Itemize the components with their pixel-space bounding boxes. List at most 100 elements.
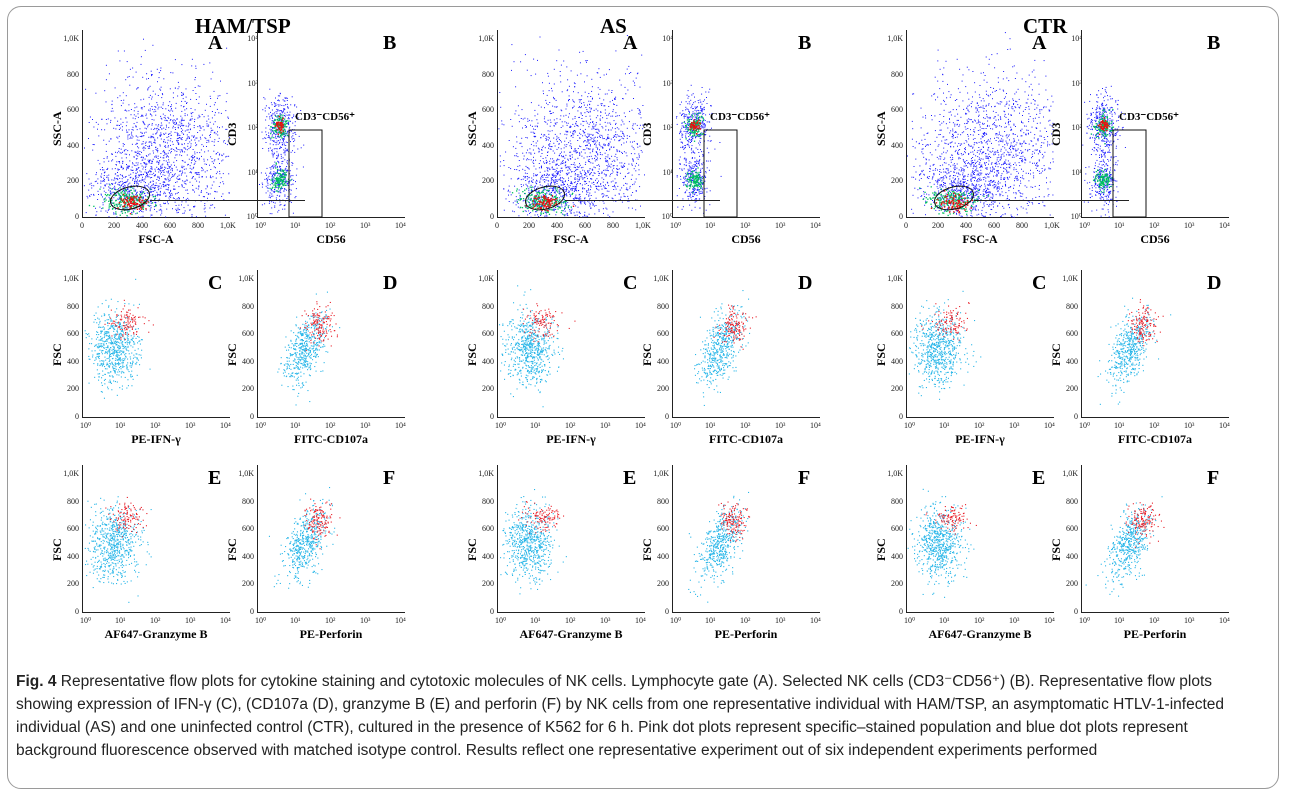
event-dot <box>146 132 147 133</box>
event-dot <box>290 355 291 356</box>
event-dot <box>314 336 315 337</box>
event-dot <box>160 125 161 126</box>
event-dot <box>112 358 113 359</box>
event-dot <box>115 338 116 339</box>
event-dot <box>112 346 113 347</box>
event-dot <box>202 176 203 177</box>
event-dot <box>192 177 193 178</box>
event-dot <box>283 118 284 119</box>
event-dot <box>109 216 110 217</box>
event-dot <box>134 156 135 157</box>
event-dot <box>137 122 138 123</box>
event-dot <box>208 141 209 142</box>
event-dot <box>130 542 131 543</box>
y-axis-label: FSC <box>50 343 65 366</box>
event-dot <box>122 362 123 363</box>
event-dot <box>101 363 102 364</box>
event-dot <box>97 568 98 569</box>
event-dot <box>306 334 307 335</box>
event-dot <box>108 319 109 320</box>
event-dot <box>102 375 103 376</box>
event-dot <box>102 553 103 554</box>
event-dot <box>281 105 282 106</box>
event-dot <box>149 170 150 171</box>
event-dot <box>168 147 169 148</box>
event-dot <box>314 313 315 314</box>
event-dot <box>316 325 317 326</box>
event-dot <box>271 207 272 208</box>
event-dot <box>280 190 281 191</box>
event-dot <box>181 101 182 102</box>
event-dot <box>280 192 281 193</box>
event-dot <box>285 169 286 170</box>
event-dot <box>105 560 106 561</box>
event-dot <box>266 192 267 193</box>
event-dot <box>138 147 139 148</box>
event-dot <box>280 168 281 169</box>
event-dot <box>134 559 135 560</box>
event-dot <box>315 321 316 322</box>
event-dot <box>128 547 129 548</box>
event-dot <box>138 167 139 168</box>
event-dot <box>311 316 312 317</box>
event-dot <box>316 319 317 320</box>
event-dot <box>110 343 111 344</box>
event-dot <box>123 346 124 347</box>
event-dot <box>155 204 156 205</box>
event-dot <box>268 125 269 126</box>
event-dot <box>116 544 117 545</box>
event-dot <box>123 206 124 207</box>
event-dot <box>117 332 118 333</box>
event-dot <box>183 134 184 135</box>
event-dot <box>304 358 305 359</box>
event-dot <box>89 184 90 185</box>
event-dot <box>278 155 279 156</box>
event-dot <box>216 153 217 154</box>
event-dot <box>174 165 175 166</box>
event-dot <box>297 352 298 353</box>
event-dot <box>275 167 276 168</box>
event-dot <box>274 205 275 206</box>
event-dot <box>284 125 285 126</box>
x-tick-label: 10³ <box>360 421 370 430</box>
event-dot <box>222 126 223 127</box>
event-dot <box>275 137 276 138</box>
event-dot <box>141 191 142 192</box>
event-dot <box>176 148 177 149</box>
event-dot <box>120 326 121 327</box>
event-dot <box>207 198 208 199</box>
event-dot <box>163 155 164 156</box>
event-dot <box>109 367 110 368</box>
event-dot <box>212 161 213 162</box>
event-dot <box>143 191 144 192</box>
event-dot <box>208 119 209 120</box>
event-dot <box>151 106 152 107</box>
event-dot <box>205 208 206 209</box>
event-dot <box>205 164 206 165</box>
event-dot <box>121 100 122 101</box>
x-tick-label: 0 <box>80 221 84 230</box>
event-dot <box>156 162 157 163</box>
event-dot <box>108 347 109 348</box>
event-dot <box>147 192 148 193</box>
event-dot <box>96 528 97 529</box>
event-dot <box>126 164 127 165</box>
event-dot <box>162 170 163 171</box>
event-dot <box>178 149 179 150</box>
event-dot <box>92 537 93 538</box>
event-dot <box>114 371 115 372</box>
event-dot <box>129 191 130 192</box>
event-dot <box>103 344 104 345</box>
event-dot <box>154 209 155 210</box>
event-dot <box>194 140 195 141</box>
event-dot <box>129 543 130 544</box>
event-dot <box>116 565 117 566</box>
event-dot <box>133 136 134 137</box>
event-dot <box>98 191 99 192</box>
event-dot <box>290 141 291 142</box>
event-dot <box>151 177 152 178</box>
event-dot <box>137 172 138 173</box>
event-dot <box>111 350 112 351</box>
event-dot <box>316 294 317 295</box>
event-dot <box>126 349 127 350</box>
